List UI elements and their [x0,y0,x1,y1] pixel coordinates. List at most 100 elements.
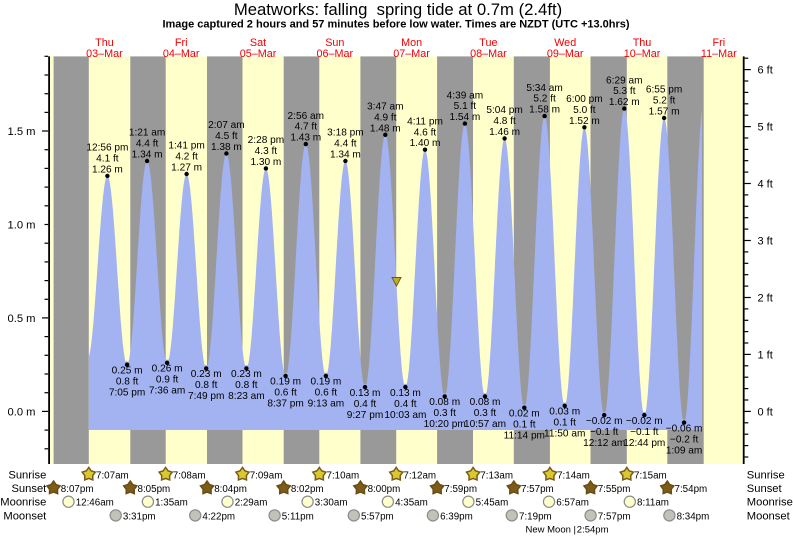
svg-text:6:39pm: 6:39pm [440,511,473,522]
svg-text:−0.06 m: −0.06 m [666,423,703,434]
svg-text:09–Mar: 09–Mar [547,48,584,60]
svg-text:08–Mar: 08–Mar [470,48,507,60]
svg-text:7:19pm: 7:19pm [519,511,552,522]
svg-text:Fri: Fri [175,37,188,49]
svg-text:Moonset: Moonset [747,510,791,522]
svg-text:10:20 pm: 10:20 pm [424,419,466,430]
svg-text:Moonrise: Moonrise [747,497,793,509]
svg-text:4.4 ft: 4.4 ft [334,139,357,150]
svg-text:1:35am: 1:35am [155,498,188,509]
svg-text:5.2 ft: 5.2 ft [533,94,556,105]
svg-text:4.2 ft: 4.2 ft [175,152,198,163]
svg-text:3:47 am: 3:47 am [367,102,403,113]
svg-text:7:13am: 7:13am [480,470,513,481]
svg-text:4.9 ft: 4.9 ft [374,112,397,123]
svg-text:1.5 m: 1.5 m [8,126,36,138]
svg-text:1.57 m: 1.57 m [649,107,680,118]
svg-text:8:02pm: 8:02pm [291,484,324,495]
svg-text:0.19 m: 0.19 m [310,377,341,388]
svg-text:Mon: Mon [401,37,422,49]
svg-text:5.1 ft: 5.1 ft [454,101,477,112]
svg-text:1.46 m: 1.46 m [489,127,520,138]
svg-text:07–Mar: 07–Mar [393,48,430,60]
svg-text:0.3 ft: 0.3 ft [433,408,456,419]
svg-text:7:36 am: 7:36 am [149,386,185,397]
svg-text:1.48 m: 1.48 m [370,123,401,134]
svg-text:Thu: Thu [633,37,652,49]
svg-text:1.38 m: 1.38 m [211,142,242,153]
svg-text:0.23 m: 0.23 m [231,369,262,380]
svg-text:0.26 m: 0.26 m [152,364,183,375]
svg-text:5:04 pm: 5:04 pm [486,105,522,116]
svg-text:−0.1 ft: −0.1 ft [590,427,619,438]
svg-text:9:27 pm: 9:27 pm [347,410,383,421]
svg-text:1.40 m: 1.40 m [410,138,441,149]
svg-text:0.08 m: 0.08 m [470,397,501,408]
svg-text:4.6 ft: 4.6 ft [414,127,437,138]
svg-text:7:12am: 7:12am [403,470,436,481]
svg-text:1.30 m: 1.30 m [250,157,281,168]
svg-text:04–Mar: 04–Mar [163,48,200,60]
svg-text:12:46am: 12:46am [76,498,114,509]
svg-text:4.8 ft: 4.8 ft [493,116,516,127]
svg-text:0.02 m: 0.02 m [509,409,540,420]
svg-text:7:10am: 7:10am [327,470,360,481]
svg-text:9:13 am: 9:13 am [308,399,344,410]
svg-text:7:14am: 7:14am [557,470,590,481]
svg-text:10:03 am: 10:03 am [384,410,426,421]
svg-text:5:11pm: 5:11pm [282,511,314,522]
svg-text:1.34 m: 1.34 m [330,150,361,161]
svg-text:4 ft: 4 ft [758,179,773,191]
svg-text:8:34pm: 8:34pm [677,511,710,522]
svg-text:1:41 pm: 1:41 pm [168,141,204,152]
svg-text:05–Mar: 05–Mar [240,48,277,60]
svg-text:0 ft: 0 ft [758,406,773,418]
svg-text:06–Mar: 06–Mar [316,48,353,60]
svg-text:2:56 am: 2:56 am [288,111,324,122]
svg-text:3:31pm: 3:31pm [123,511,156,522]
svg-text:5:45am: 5:45am [476,498,509,509]
svg-text:5.2 ft: 5.2 ft [653,96,676,107]
svg-text:3:18 pm: 3:18 pm [327,128,363,139]
svg-text:0.1 ft: 0.1 ft [513,420,536,431]
svg-text:12:44 pm: 12:44 pm [623,438,665,449]
svg-text:0.4 ft: 0.4 ft [354,399,377,410]
svg-text:0.8 ft: 0.8 ft [235,380,258,391]
svg-text:11–Mar: 11–Mar [701,48,737,60]
svg-text:0.6 ft: 0.6 ft [315,388,338,399]
svg-text:Sat: Sat [250,37,266,49]
svg-text:Tue: Tue [479,37,497,49]
svg-text:7:09am: 7:09am [250,470,283,481]
svg-text:8:07pm: 8:07pm [61,484,94,495]
svg-text:7:07am: 7:07am [96,470,129,481]
svg-text:7:08am: 7:08am [173,470,206,481]
svg-text:0.13 m: 0.13 m [390,388,421,399]
svg-text:−0.02 m: −0.02 m [626,416,663,427]
svg-text:8:37 pm: 8:37 pm [267,399,303,410]
svg-text:1 ft: 1 ft [758,349,773,361]
svg-text:7:59pm: 7:59pm [444,484,477,495]
svg-text:7:57pm: 7:57pm [598,511,631,522]
svg-text:10–Mar: 10–Mar [624,48,661,60]
svg-text:7:05 pm: 7:05 pm [109,388,145,399]
svg-text:−0.2 ft: −0.2 ft [670,434,699,445]
svg-text:6:00 pm: 6:00 pm [566,94,602,105]
svg-text:4.7 ft: 4.7 ft [295,122,318,133]
svg-text:0.5 m: 0.5 m [8,313,36,325]
svg-text:7:15am: 7:15am [634,470,667,481]
svg-text:0.8 ft: 0.8 ft [195,380,218,391]
svg-text:Sunrise: Sunrise [8,469,46,481]
svg-text:4.5 ft: 4.5 ft [215,131,238,142]
svg-text:0.4 ft: 0.4 ft [394,399,417,410]
svg-text:1.0 m: 1.0 m [8,220,36,232]
svg-text:4:11 pm: 4:11 pm [407,116,443,127]
svg-text:4:35am: 4:35am [395,498,428,509]
svg-text:5.0 ft: 5.0 ft [573,105,596,116]
svg-text:4.1 ft: 4.1 ft [96,154,119,165]
svg-text:4:22pm: 4:22pm [202,511,235,522]
svg-text:0.3 ft: 0.3 ft [474,408,497,419]
svg-text:6:29 am: 6:29 am [606,75,642,86]
svg-text:Sunrise: Sunrise [747,469,785,481]
svg-text:−0.1 ft: −0.1 ft [630,427,659,438]
svg-text:4:39 am: 4:39 am [447,90,483,101]
